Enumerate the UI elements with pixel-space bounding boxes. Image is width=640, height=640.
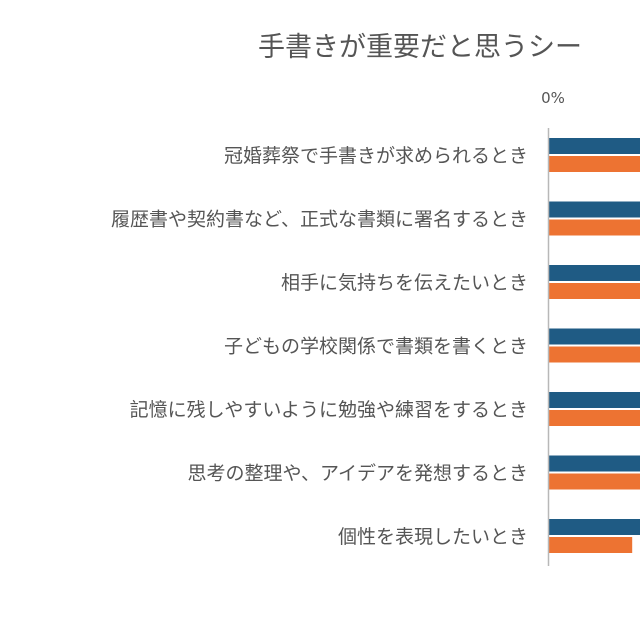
- bar-series0-cat4: [549, 392, 640, 408]
- bars: [549, 138, 640, 553]
- bar-series1-cat3: [549, 346, 640, 363]
- bar-series1-cat5: [549, 473, 640, 490]
- bar-series1-cat1: [549, 219, 640, 236]
- category-label-5: 思考の整理や、アイデアを発想するとき: [188, 463, 528, 485]
- bar-series0-cat1: [549, 201, 640, 218]
- bar-series0-cat0: [549, 138, 640, 154]
- category-label-6: 個性を表現したいとき: [338, 526, 528, 548]
- bar-series1-cat0: [549, 156, 640, 172]
- bar-series1-cat4: [549, 410, 640, 426]
- bar-series1-cat6: [549, 537, 633, 553]
- bar-series0-cat2: [549, 265, 640, 281]
- category-label-0: 冠婚葬祭で手書きが求められるとき: [224, 145, 528, 167]
- bar-series1-cat2: [549, 283, 640, 299]
- category-label-2: 相手に気持ちを伝えたいとき: [281, 272, 528, 294]
- category-labels: 冠婚葬祭で手書きが求められるとき履歴書や契約書など、正式な書類に署名するとき相手…: [111, 145, 528, 548]
- bar-series0-cat6: [549, 519, 640, 535]
- category-label-4: 記憶に残しやすいように勉強や練習をするとき: [130, 399, 528, 421]
- category-label-3: 子どもの学校関係で書類を書くとき: [224, 336, 528, 358]
- bar-series0-cat3: [549, 328, 640, 345]
- x-tick-label-0: 0%: [541, 89, 565, 107]
- chart-title: 手書きが重要だと思うシー: [258, 32, 582, 63]
- category-label-1: 履歴書や契約書など、正式な書類に署名するとき: [111, 209, 528, 231]
- bar-series0-cat5: [549, 455, 640, 472]
